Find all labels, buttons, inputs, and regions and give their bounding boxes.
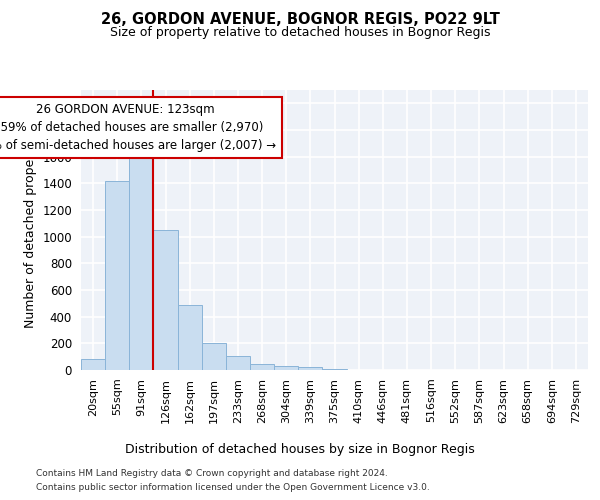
Bar (129, 156, 154, 370)
Bar (226, 356, 250, 370)
Y-axis label: Number of detached properties: Number of detached properties (23, 132, 37, 328)
Text: 26, GORDON AVENUE, BOGNOR REGIS, PO22 9LT: 26, GORDON AVENUE, BOGNOR REGIS, PO22 9L… (101, 12, 499, 28)
Bar (154, 230, 178, 370)
Bar (202, 344, 226, 370)
Bar (105, 180, 129, 370)
Bar (322, 368, 347, 370)
Bar (298, 368, 322, 370)
Text: Contains HM Land Registry data © Crown copyright and database right 2024.: Contains HM Land Registry data © Crown c… (36, 469, 388, 478)
Text: Distribution of detached houses by size in Bognor Regis: Distribution of detached houses by size … (125, 442, 475, 456)
Bar (250, 364, 274, 370)
Bar (178, 304, 202, 370)
Text: Contains public sector information licensed under the Open Government Licence v3: Contains public sector information licen… (36, 482, 430, 492)
Bar (274, 366, 298, 370)
Bar (81, 360, 105, 370)
Text: 26 GORDON AVENUE: 123sqm
← 59% of detached houses are smaller (2,970)
40% of sem: 26 GORDON AVENUE: 123sqm ← 59% of detach… (0, 104, 276, 152)
Text: Size of property relative to detached houses in Bognor Regis: Size of property relative to detached ho… (110, 26, 490, 39)
